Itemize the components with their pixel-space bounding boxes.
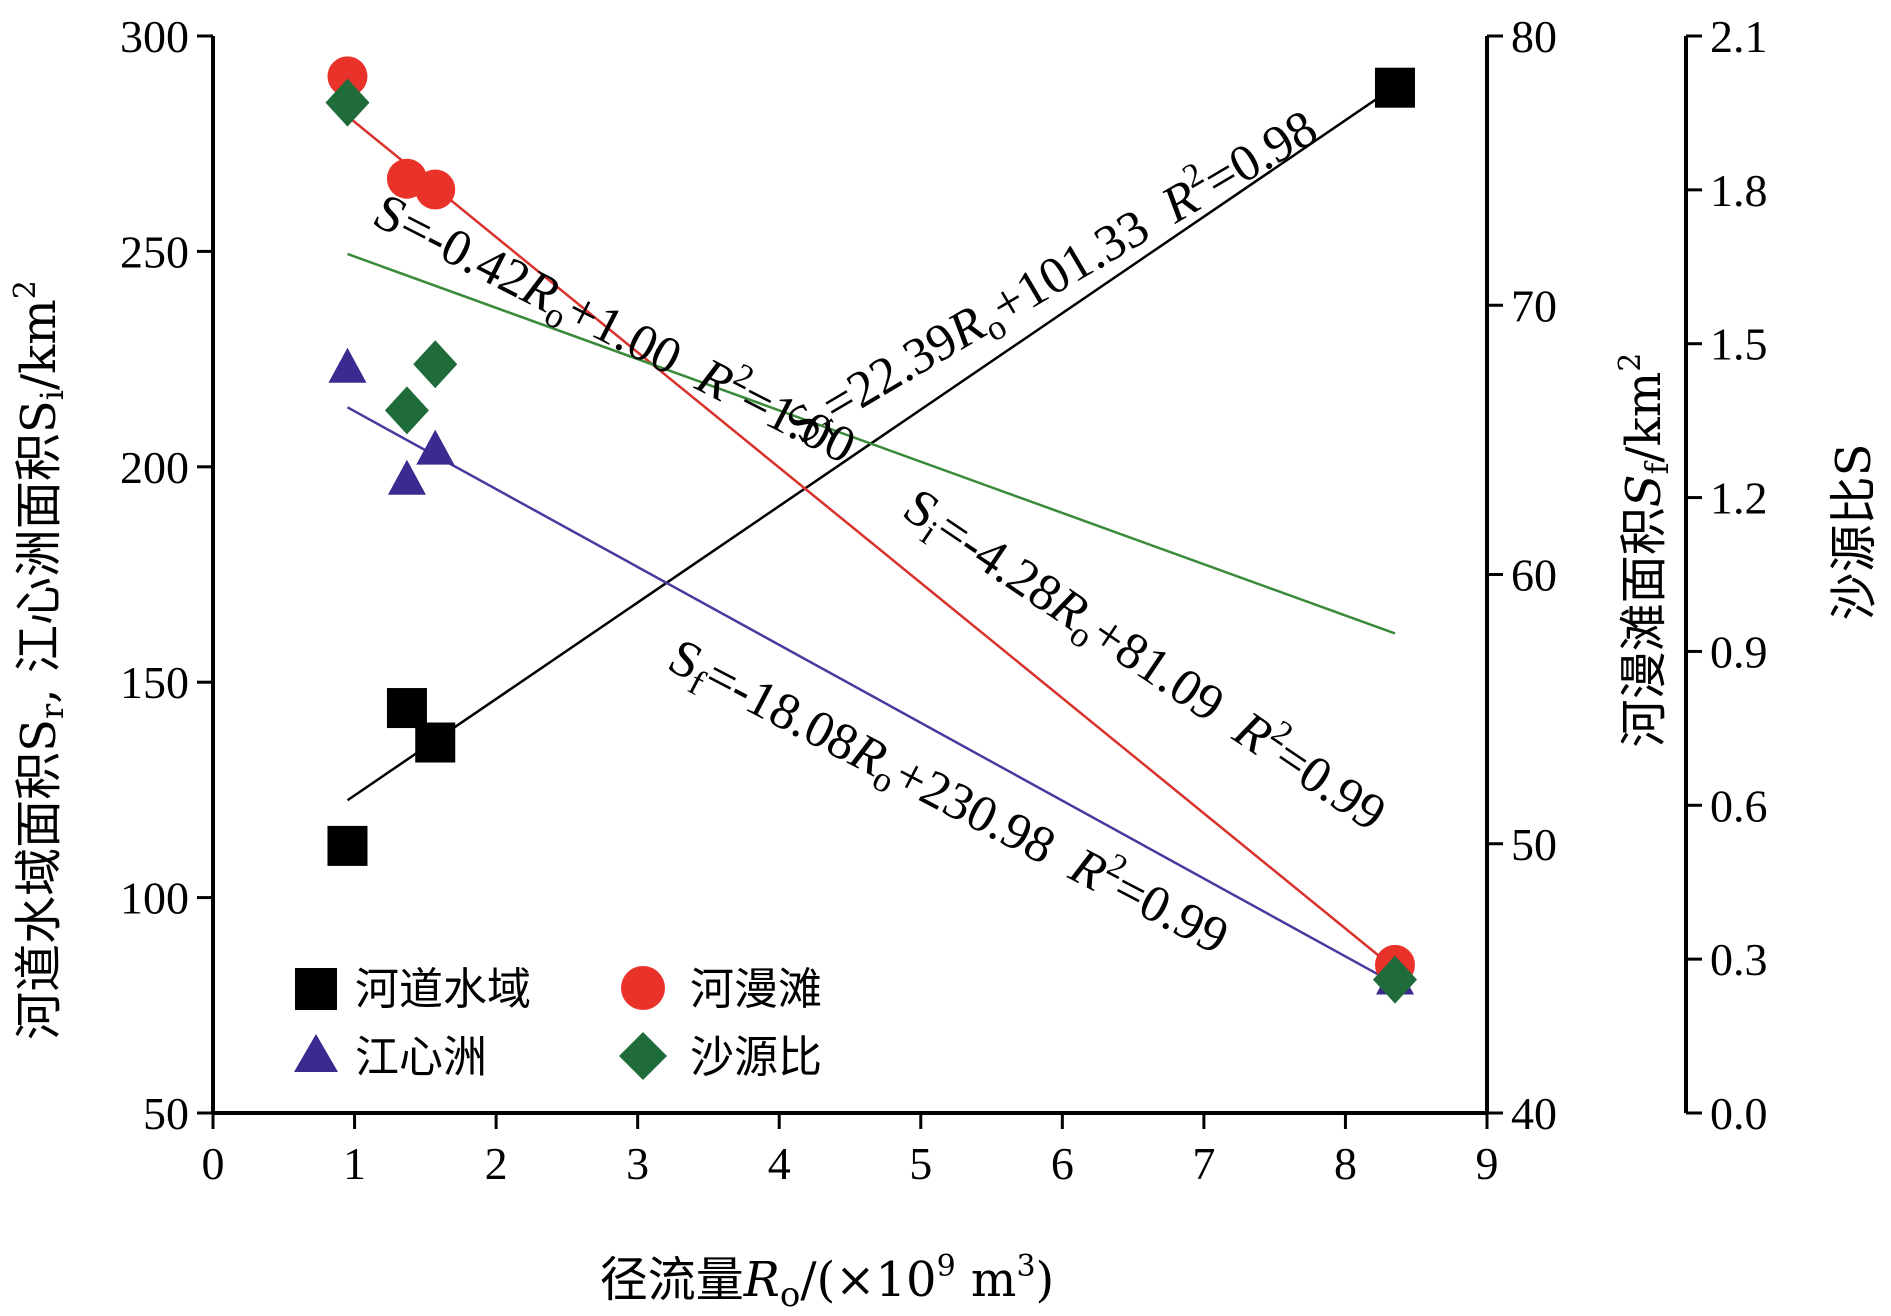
y-right2-axis-title: 沙源比S (1826, 444, 1882, 621)
data-point (386, 688, 427, 729)
data-point (415, 169, 456, 210)
y-right1-tick-label: 50 (1511, 819, 1557, 870)
x-tick-label: 2 (485, 1138, 508, 1189)
x-tick-label: 5 (909, 1138, 932, 1189)
y-right1-tick-label: 40 (1511, 1088, 1557, 1139)
y-left-tick-label: 300 (120, 11, 189, 62)
y-right2-tick-label: 0.6 (1710, 780, 1768, 831)
diamond-marker-icon (619, 1032, 667, 1080)
data-point (325, 78, 370, 127)
legend-item-sand-ratio: 沙源比 (619, 1032, 822, 1083)
y-right2-tick-label: 1.5 (1710, 319, 1768, 370)
data-point (1374, 67, 1415, 108)
x-tick-label: 4 (768, 1138, 791, 1189)
data-points (325, 56, 1417, 1004)
legend: 河道水域 河漫滩 江心洲 沙源比 (294, 964, 822, 1083)
y-right2-tick-label: 1.2 (1710, 473, 1768, 524)
x-axis-title: 径流量Ro/(×109 m3) (600, 1249, 1055, 1315)
x-tick-label: 0 (202, 1138, 225, 1189)
legend-item-island: 江心洲 (294, 1032, 487, 1083)
y-right2-tick-label: 0.0 (1710, 1088, 1768, 1139)
fit-line (346, 406, 1396, 985)
data-point (416, 429, 455, 465)
fit-lines (346, 85, 1396, 985)
sr-equation: Sr=22.39Ro+101.33 R2=0.98 (774, 94, 1330, 460)
y-left-tick-label: 100 (120, 873, 189, 924)
y-left-tick-label: 50 (143, 1088, 189, 1139)
y-left-tick-label: 200 (120, 442, 189, 493)
y-left-tick-label: 250 (120, 226, 189, 277)
data-point (328, 347, 367, 383)
y-right2-tick-label: 2.1 (1710, 11, 1768, 62)
square-marker-icon (295, 968, 337, 1010)
data-point (384, 386, 429, 435)
x-tick-label: 1 (343, 1138, 366, 1189)
y-right1-tick-label: 60 (1511, 550, 1557, 601)
x-tick-label: 7 (1192, 1138, 1215, 1189)
x-tick-label: 9 (1476, 1138, 1499, 1189)
legend-label: 河漫滩 (690, 964, 822, 1015)
y-left-tick-label: 150 (120, 657, 189, 708)
x-tick-label: 3 (626, 1138, 649, 1189)
y-right2-tick-label: 0.3 (1710, 934, 1768, 985)
data-point (327, 825, 368, 866)
y-right2-tick-label: 1.8 (1710, 165, 1768, 216)
circle-marker-icon (621, 966, 665, 1010)
legend-item-channel: 河道水域 (295, 964, 531, 1015)
y-right1-tick-label: 70 (1511, 280, 1557, 331)
x-tick-label: 8 (1334, 1138, 1357, 1189)
y-right2-tick-label: 0.9 (1710, 626, 1768, 677)
triangle-marker-icon (294, 1034, 338, 1072)
fit-line (346, 115, 1396, 970)
fit-line (347, 252, 1396, 635)
legend-label: 江心洲 (355, 1032, 487, 1083)
legend-label: 河道水域 (355, 964, 531, 1015)
y-right1-tick-label: 80 (1511, 11, 1557, 62)
data-point (415, 722, 456, 763)
axes: 0 1 2 3 4 5 6 7 8 9 50 100 150 200 250 300 40 50 60 70 80 0.0… (120, 11, 1768, 1189)
y-right1-axis-title: 河漫滩面积Sf/km2 (1613, 353, 1676, 748)
data-point (327, 56, 368, 97)
x-tick-label: 6 (1051, 1138, 1074, 1189)
data-point (1372, 955, 1417, 1004)
data-point (413, 340, 458, 389)
legend-label: 沙源比 (690, 1032, 822, 1083)
y-left-axis-title: 河道水域面积Sr, 江心洲面积Si/km2 (8, 280, 71, 1040)
data-point (387, 459, 426, 495)
legend-item-floodplain: 河漫滩 (621, 964, 822, 1015)
